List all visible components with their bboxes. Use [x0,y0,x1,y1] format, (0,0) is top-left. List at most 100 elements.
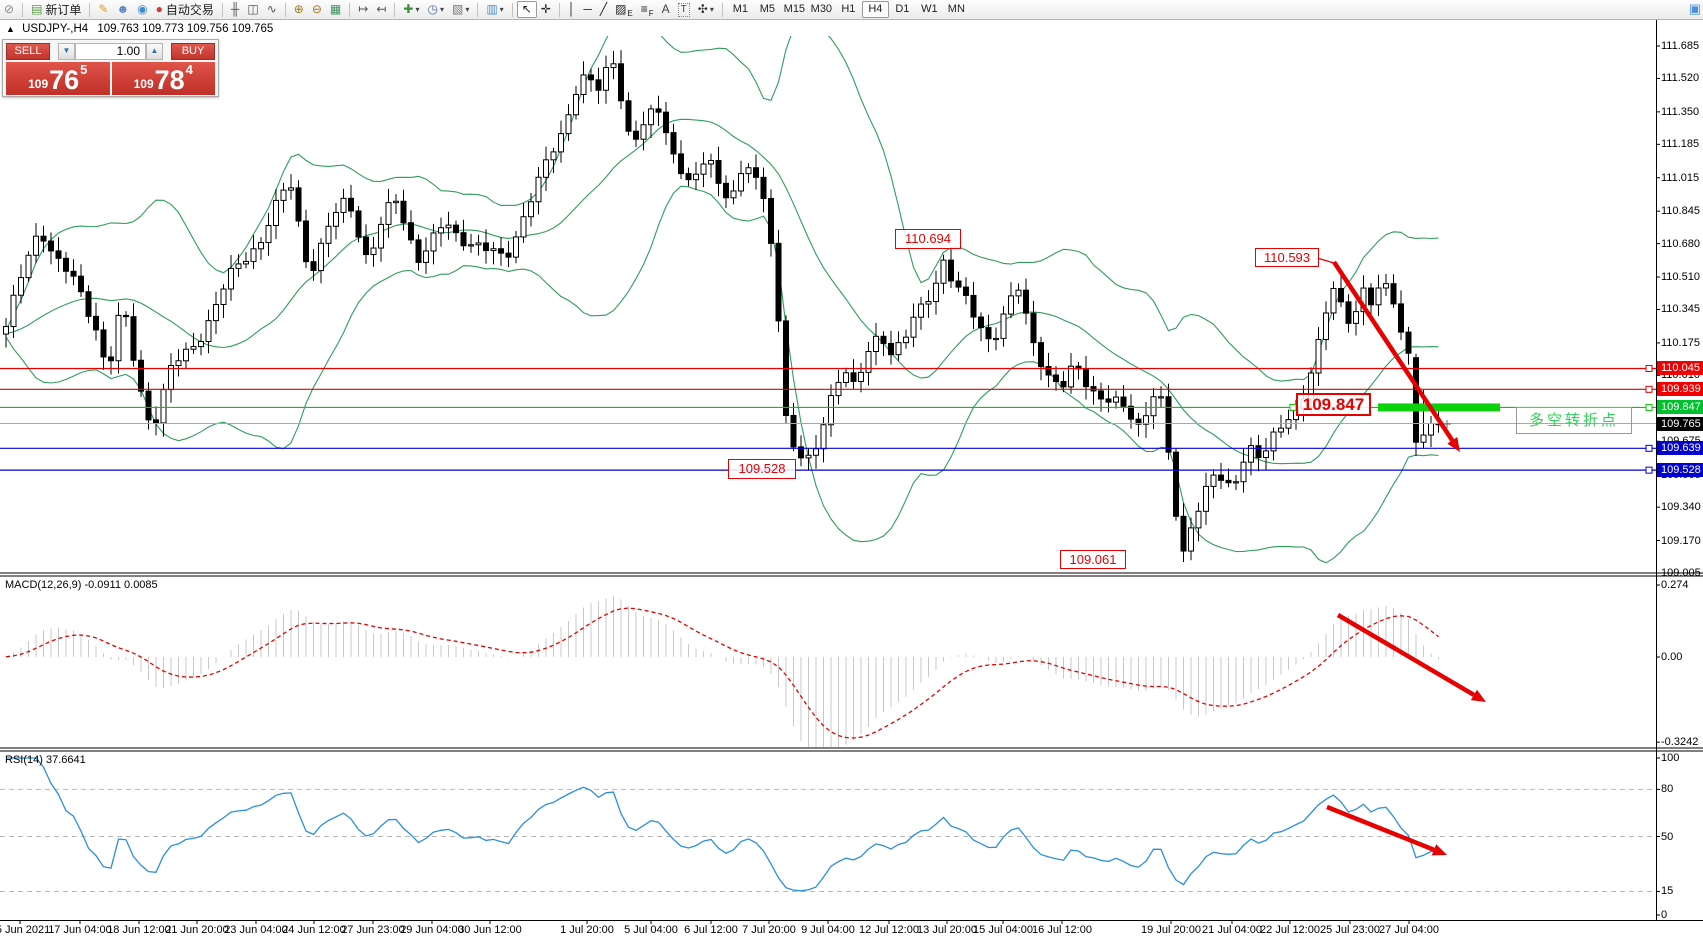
new-order-icon: ▤ [31,2,43,16]
text-label-icon: T [677,2,690,17]
line-handle[interactable] [1645,364,1653,372]
text-icon[interactable]: A [658,1,674,18]
horizontal-line-icon: ─ [583,2,592,16]
chart-search-icon[interactable]: ⊘ [0,1,18,18]
toolbar: ⊘ ▤ 新订单 ✎ ☻ ◉ ● 自动交易 ╫ ◫ ∿ ⊕ ⊖ ▦ ↦ ↤ ✚ ▾ ◷ ▾ ▧ ▾ ▥ ▾ ↖ ✛ │ ─ ╱ ▨ E ≡ F A T… [0,0,1703,20]
price-annotation-110.593[interactable]: 110.593 [1255,248,1319,267]
timeframe-m1[interactable]: M1 [732,3,748,15]
tile-windows-icon[interactable]: ▦ [326,1,345,18]
window-layout-icon[interactable]: ▥ ▾ [482,1,507,18]
timeframe-group: M1 M5 M15 M30 H1 H4 D1 W1 MN [727,0,970,19]
toolbar-separator [284,2,286,17]
vertical-line-icon: │ [567,2,576,16]
price-annotation-110.694[interactable]: 110.694 [895,229,961,249]
trend-arrow-head [1431,844,1447,856]
periods-icon-dropdown[interactable]: ▾ [439,5,444,14]
timeframe-h1[interactable]: H1 [841,3,856,15]
bollinger-bands [5,36,1439,564]
trend-arrow[interactable] [1336,613,1476,697]
periods-icon[interactable]: ◷ ▾ [423,1,448,18]
sell-price-sup: 5 [80,62,88,77]
templates-icon[interactable]: ▧ ▾ [448,1,473,18]
buy-button[interactable]: BUY [171,43,215,60]
indicators-icon[interactable]: ✚ ▾ [399,1,423,18]
toolbar-left-group: ⊘ ▤ 新订单 ✎ ☻ ◉ ● 自动交易 ╫ ◫ ∿ ⊕ ⊖ ▦ ↦ ↤ ✚ ▾ ◷ ▾ ▧ ▾ ▥ ▾ ↖ ✛ │ ─ ╱ ▨ E ≡ F A T… [0,0,727,19]
trend-arrow[interactable] [1326,804,1435,852]
trendline-icon[interactable]: ╱ [596,1,611,18]
crosshair-icon[interactable]: ✛ [537,1,555,18]
candlestick-chart-icon: ◫ [247,2,259,16]
bar-chart-icon[interactable]: ╫ [227,1,244,18]
green-band[interactable] [1378,403,1500,412]
trend-arrow[interactable] [1332,260,1455,442]
new-order-icon[interactable]: ▤ 新订单 [27,1,85,18]
candlestick-chart-icon[interactable]: ◫ [243,1,262,18]
tile-windows-icon: ▦ [329,2,342,16]
vertical-line-icon[interactable]: │ [564,1,580,18]
autotrading-icon-label: 自动交易 [165,3,214,17]
macd-label: MACD(12,26,9) -0.0911 0.0085 [5,579,158,591]
timeframe-m5[interactable]: M5 [759,3,775,15]
toolbar-separator [89,2,91,17]
collapse-icon[interactable]: ▲ [6,24,15,34]
metaeditor-icon[interactable]: ✎ [94,1,112,18]
timeframe-h4[interactable]: H4 [861,1,889,18]
toolbar-separator [558,2,560,17]
toolbar-separator [394,2,396,17]
candlestick-series [3,50,1442,562]
volume-input[interactable]: 1.00 [75,43,146,60]
auto-scroll-icon: ↦ [358,2,369,16]
note-box[interactable]: 多空转折点 [1516,407,1632,434]
volume-up-button[interactable]: ▲ [146,43,163,60]
buy-price-box[interactable]: 109 78 4 [111,62,215,95]
timeframe-mn[interactable]: MN [947,3,965,15]
window-controls-icon[interactable]: ▣ [1688,1,1701,16]
autotrading-icon: ● [155,2,163,16]
chart-shift-icon[interactable]: ↤ [372,1,390,18]
zoom-in-icon[interactable]: ⊕ [290,1,308,18]
arrows-icon[interactable]: ✣ ▾ [694,1,718,18]
templates-icon-dropdown[interactable]: ▾ [465,5,470,14]
line-handle[interactable] [1645,444,1653,452]
periods-icon: ◷ [427,2,438,16]
timeframe-d1[interactable]: D1 [895,3,910,15]
annotation-connector [1316,257,1335,264]
timeframe-w1[interactable]: W1 [921,3,938,15]
indicators-icon-dropdown[interactable]: ▾ [415,5,420,14]
volume-down-button[interactable]: ▼ [58,43,75,60]
arrows-icon-dropdown[interactable]: ▾ [709,5,714,14]
timeframe-m30[interactable]: M30 [810,3,833,15]
horizontal-line-icon[interactable]: ─ [579,1,596,18]
line-handle[interactable] [1645,385,1653,393]
price-annotation-109.847[interactable]: 109.847 [1296,393,1371,416]
price-annotation-109.061[interactable]: 109.061 [1060,550,1126,569]
auto-scroll-icon[interactable]: ↦ [354,1,372,18]
zoom-out-icon[interactable]: ⊖ [308,1,326,18]
market-watch-icon[interactable]: ☻ [112,1,133,18]
market-watch-icon: ☻ [116,2,130,16]
bar-chart-icon: ╫ [230,2,240,16]
signals-icon[interactable]: ◉ [133,1,151,18]
axes [0,20,1703,924]
sell-button[interactable]: SELL [6,43,50,60]
indicators-icon: ✚ [403,2,414,16]
price-annotation-109.528[interactable]: 109.528 [728,459,796,479]
text-icon: A [661,2,670,16]
timeframe-m15[interactable]: M15 [783,3,806,15]
equidistant-channel-icon[interactable]: ▨ E [611,1,637,18]
cursor-icon[interactable]: ↖ [516,1,537,18]
fibonacci-icon[interactable]: ≡ F [637,1,658,18]
line-chart-icon[interactable]: ∿ [263,1,281,18]
autotrading-icon[interactable]: ● 自动交易 [152,1,218,18]
text-label-icon[interactable]: T [674,1,694,18]
buy-price-big: 78 [154,65,185,95]
line-handle[interactable] [1645,403,1653,411]
window-layout-icon-dropdown[interactable]: ▾ [499,5,504,14]
line-chart-icon: ∿ [266,2,277,16]
fibonacci-icon-letter: F [648,9,654,18]
zoom-out-icon: ⊖ [311,2,322,16]
equidistant-channel-icon-letter: E [627,9,633,18]
line-handle[interactable] [1645,466,1653,474]
sell-price-box[interactable]: 109 76 5 [6,62,110,95]
